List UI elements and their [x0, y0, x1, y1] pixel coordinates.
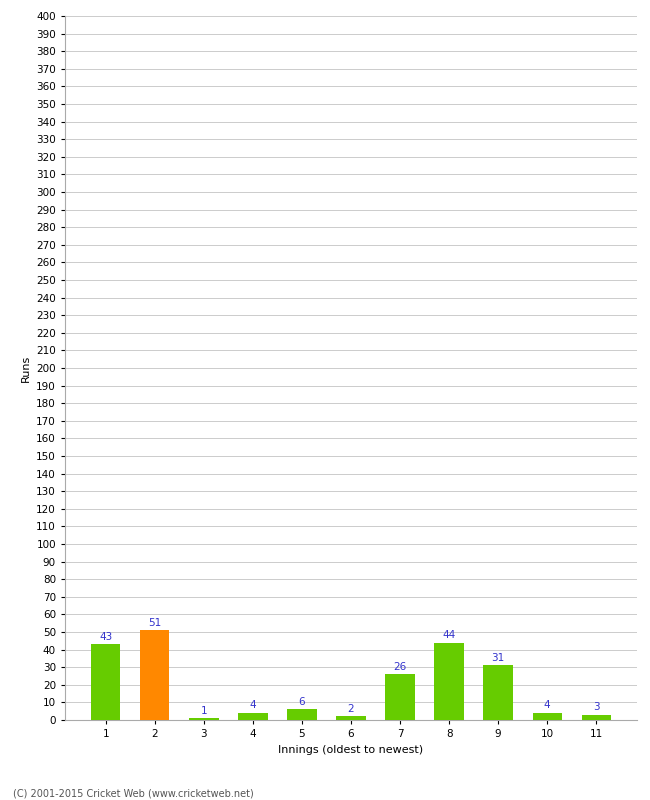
Text: 31: 31	[491, 653, 505, 662]
Bar	[238, 713, 268, 720]
Bar	[532, 713, 562, 720]
Text: 6: 6	[298, 697, 306, 707]
Text: 43: 43	[99, 632, 112, 642]
Text: 2: 2	[348, 704, 354, 714]
Y-axis label: Runs: Runs	[21, 354, 31, 382]
Text: 4: 4	[250, 700, 256, 710]
Bar	[287, 710, 317, 720]
Text: (C) 2001-2015 Cricket Web (www.cricketweb.net): (C) 2001-2015 Cricket Web (www.cricketwe…	[13, 788, 254, 798]
Text: 3: 3	[593, 702, 599, 712]
Text: 4: 4	[544, 700, 551, 710]
Text: 51: 51	[148, 618, 161, 627]
Bar	[91, 644, 120, 720]
X-axis label: Innings (oldest to newest): Innings (oldest to newest)	[278, 745, 424, 754]
Text: 1: 1	[200, 706, 207, 715]
Bar	[385, 674, 415, 720]
Bar	[336, 717, 366, 720]
Text: 26: 26	[393, 662, 407, 672]
Text: 44: 44	[443, 630, 456, 640]
Bar	[434, 642, 464, 720]
Bar	[140, 630, 170, 720]
Bar	[189, 718, 218, 720]
Bar	[484, 666, 513, 720]
Bar	[582, 714, 611, 720]
